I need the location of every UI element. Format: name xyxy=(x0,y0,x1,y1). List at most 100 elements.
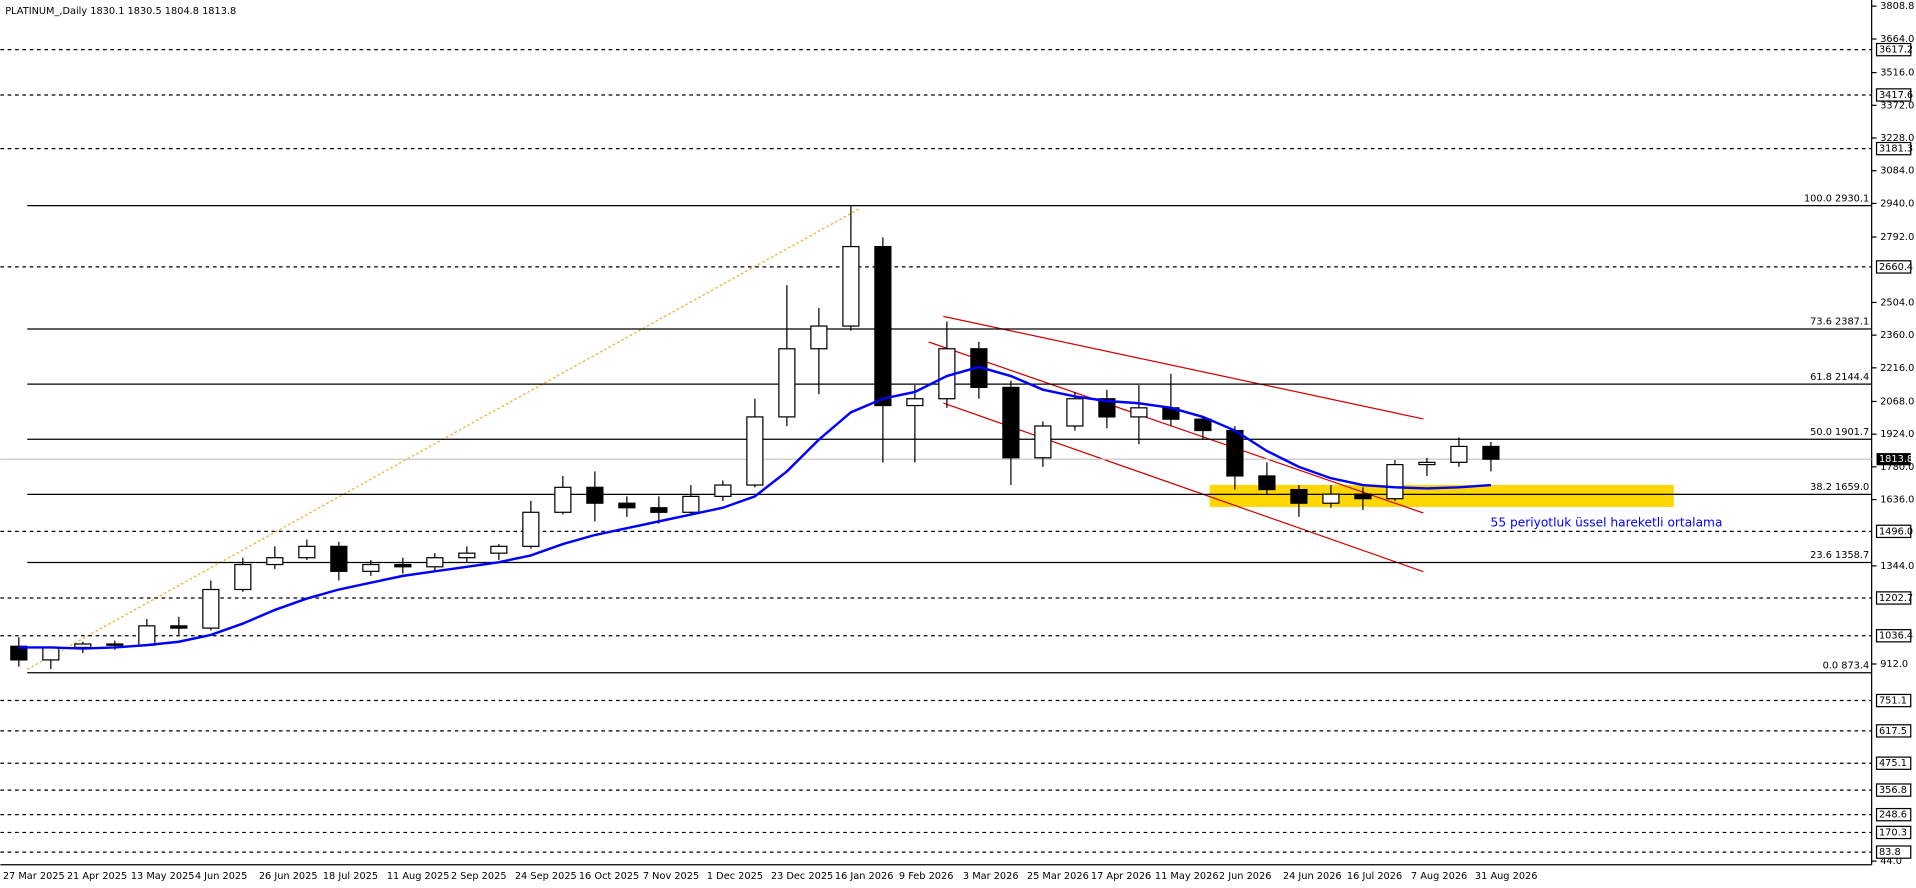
level-box xyxy=(1875,260,1912,274)
fib-label: 61.8 2144.4 xyxy=(1810,372,1869,383)
candle-body xyxy=(650,507,668,513)
y-tick-label: 2360.0 xyxy=(1880,330,1914,341)
x-tick-label: 25 Mar 2026 xyxy=(1027,871,1089,882)
x-tick-label: 9 Feb 2026 xyxy=(899,871,954,882)
candle-body xyxy=(458,552,476,559)
y-tick-label: 2068.0 xyxy=(1880,396,1914,407)
candle-body xyxy=(298,545,316,559)
y-tick-label: 2504.0 xyxy=(1880,297,1914,308)
candle-body xyxy=(490,545,508,554)
y-tick-label: 2216.0 xyxy=(1880,363,1914,374)
annotation: 55 periyotluk üssel hareketli ortalama xyxy=(1491,515,1723,529)
y-tick-label: 2940.0 xyxy=(1880,198,1914,209)
candle-body xyxy=(42,646,60,661)
fib-label: 50.0 1901.7 xyxy=(1810,427,1869,438)
candle-body xyxy=(1386,463,1404,500)
x-tick-label: 2 Sep 2025 xyxy=(451,871,507,882)
x-tick-label: 26 Jun 2025 xyxy=(259,871,318,882)
fib-label: 73.6 2387.1 xyxy=(1810,317,1869,328)
level-box xyxy=(1875,591,1912,605)
candle-body xyxy=(522,511,540,547)
candle-body xyxy=(426,557,444,568)
level-label: 475.1 xyxy=(1879,758,1907,769)
candle-body xyxy=(1034,425,1052,459)
candle-body xyxy=(714,484,732,498)
candle-body xyxy=(1258,475,1276,491)
level-box xyxy=(1875,693,1912,708)
level-box xyxy=(1875,88,1912,102)
y-tick-label: 3808.8 xyxy=(1880,1,1914,12)
x-tick-label: 16 Oct 2025 xyxy=(579,871,639,882)
y-tick-label: 1636.0 xyxy=(1880,495,1914,506)
candle-body xyxy=(266,557,284,566)
candle-body xyxy=(74,643,92,649)
candle-body xyxy=(362,563,380,572)
y-tick-label: 3516.0 xyxy=(1880,68,1914,79)
candle-body xyxy=(170,625,188,629)
fib-label: 0.0 873.4 xyxy=(1823,660,1870,671)
fib-label: 23.6 1358.7 xyxy=(1810,550,1869,561)
x-tick-label: 13 May 2025 xyxy=(131,871,195,882)
candle-body xyxy=(906,398,924,407)
candle-body xyxy=(874,245,892,407)
candle-body xyxy=(1194,418,1212,432)
y-tick-label: 912.0 xyxy=(1880,659,1908,670)
level-box xyxy=(1875,141,1912,156)
candle-body xyxy=(746,416,764,486)
level-label: 356.8 xyxy=(1879,785,1907,796)
level-label: 3417.6 xyxy=(1879,90,1913,101)
level-label: 248.6 xyxy=(1879,810,1907,821)
channel-lower xyxy=(943,402,1424,573)
level-box xyxy=(1875,524,1912,539)
level-label: 3617.2 xyxy=(1879,45,1913,56)
candle-body xyxy=(618,502,636,509)
channel-middle xyxy=(928,341,1424,514)
candle-body xyxy=(1290,488,1308,504)
level-label: 3181.3 xyxy=(1879,144,1913,155)
candle-body xyxy=(330,545,348,572)
level-box xyxy=(1875,807,1912,822)
candle-body xyxy=(1354,493,1372,500)
y-tick-label: 44.0 xyxy=(1880,856,1902,867)
x-tick-label: 21 Apr 2025 xyxy=(67,871,127,882)
candle-body xyxy=(106,643,124,646)
level-box xyxy=(1875,629,1912,643)
x-tick-label: 7 Aug 2026 xyxy=(1411,871,1467,882)
candle-body xyxy=(394,563,412,568)
x-tick-label: 23 Dec 2025 xyxy=(771,871,833,882)
x-tick-label: 27 Mar 2025 xyxy=(3,871,65,882)
level-box xyxy=(1875,724,1912,738)
candle-body xyxy=(202,588,220,629)
level-label: 83.8 xyxy=(1879,847,1901,858)
x-tick-label: 16 Jul 2026 xyxy=(1347,871,1402,882)
x-tick-label: 11 Aug 2025 xyxy=(387,871,450,882)
fib-label: 100.0 2930.1 xyxy=(1804,193,1869,204)
level-label: 2660.4 xyxy=(1879,262,1913,273)
x-tick-label: 31 Aug 2026 xyxy=(1475,871,1538,882)
x-tick-label: 16 Jan 2026 xyxy=(835,871,894,882)
chart-title: PLATINUM_,Daily 1830.1 1830.5 1804.8 181… xyxy=(5,6,236,17)
y-tick-label: 1780.0 xyxy=(1880,462,1914,473)
x-tick-label: 18 Jul 2025 xyxy=(323,871,378,882)
candle-body xyxy=(1066,398,1084,427)
candle-body xyxy=(554,486,572,513)
level-label: 1496.0 xyxy=(1879,526,1913,537)
x-tick-label: 2 Jun 2026 xyxy=(1219,871,1272,882)
last-price-box xyxy=(1876,453,1911,466)
last-price-label: 1813.8 xyxy=(1879,454,1913,465)
level-label: 170.3 xyxy=(1879,827,1907,838)
candle-body xyxy=(1002,386,1020,459)
level-label: 1202.7 xyxy=(1879,593,1913,604)
x-tick-label: 17 Apr 2026 xyxy=(1091,871,1151,882)
candle-body xyxy=(1418,461,1436,466)
candle-body xyxy=(1130,407,1148,418)
candle-body xyxy=(138,625,156,646)
level-box xyxy=(1875,756,1912,770)
level-box xyxy=(1875,845,1912,859)
candle-body xyxy=(842,245,860,327)
candle-body xyxy=(778,348,796,418)
level-box xyxy=(1875,825,1912,840)
candle-body xyxy=(1450,445,1468,463)
